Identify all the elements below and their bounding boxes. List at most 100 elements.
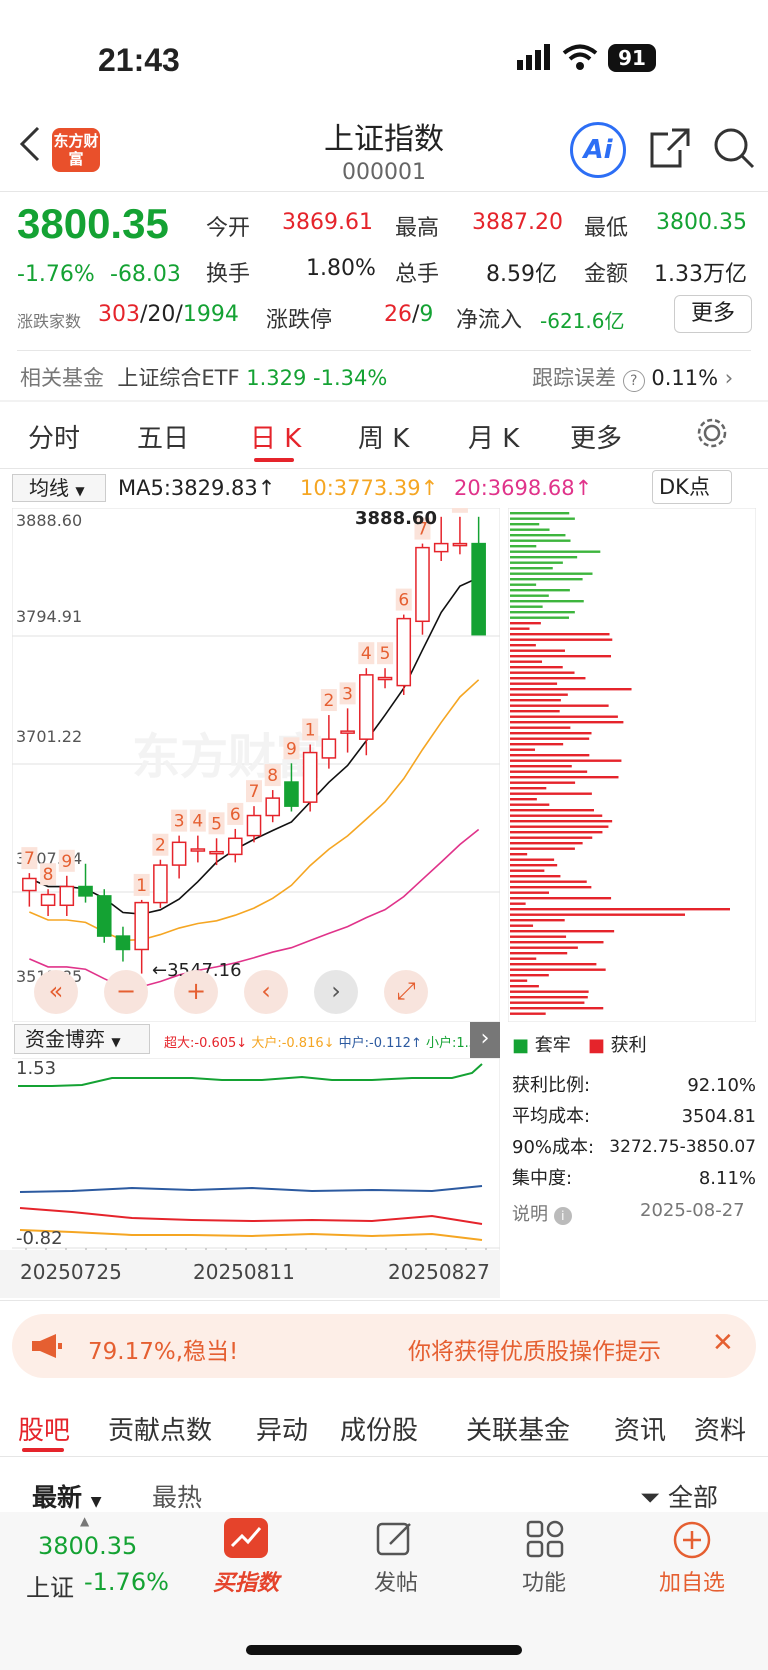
add-icon[interactable] xyxy=(672,1520,712,1564)
candle-body[interactable] xyxy=(377,676,393,681)
candle-body[interactable] xyxy=(415,546,430,623)
candle-body[interactable] xyxy=(115,935,131,951)
add-watchlist-label[interactable]: 加自选 xyxy=(658,1571,725,1596)
zoom-in-icon[interactable]: + xyxy=(174,970,218,1014)
y-axis-label: 3794.91 xyxy=(16,607,82,626)
chip-bar xyxy=(510,578,583,581)
sort-latest[interactable]: 最新 ▼ xyxy=(32,1483,102,1512)
share-icon[interactable] xyxy=(648,126,692,174)
candle-body[interactable] xyxy=(78,885,93,897)
gear-icon[interactable] xyxy=(695,416,729,454)
step-right-icon[interactable]: › xyxy=(314,970,358,1014)
sort-hot[interactable]: 最热 xyxy=(152,1483,203,1512)
limit-label: 涨跌停 xyxy=(266,308,333,333)
expand-icon[interactable]: › xyxy=(470,1022,500,1058)
tab-news[interactable]: 资讯 xyxy=(614,1416,667,1446)
candle-body[interactable] xyxy=(340,730,355,734)
edit-icon[interactable] xyxy=(376,1520,416,1562)
filter-button[interactable]: ⏷ 全部 xyxy=(640,1483,718,1512)
td-count-box xyxy=(264,764,281,787)
tracking-error[interactable]: 跟踪误差 ? 0.11% › xyxy=(532,366,734,392)
candle-body[interactable] xyxy=(22,877,37,892)
td-count-box xyxy=(358,642,375,665)
flow-select[interactable]: 资金博弈 ▼ xyxy=(14,1024,150,1054)
ma-line-2 xyxy=(29,828,480,989)
candle-body[interactable] xyxy=(171,841,187,866)
candle-body[interactable] xyxy=(396,617,412,687)
post-label[interactable]: 发帖 xyxy=(373,1571,418,1596)
bottom-name: 上证 xyxy=(26,1574,74,1602)
tab-contribution[interactable]: 贡献点数 xyxy=(108,1416,213,1446)
ai-button[interactable]: Ai xyxy=(570,122,626,178)
search-icon[interactable] xyxy=(712,126,756,174)
candle-body[interactable] xyxy=(209,850,224,855)
kline-chart[interactable]: 东方财富 3888.603794.913701.223607.543513.85… xyxy=(12,508,500,1022)
tab-components[interactable]: 成份股 xyxy=(340,1416,419,1446)
function-label[interactable]: 功能 xyxy=(521,1571,566,1596)
candle-body[interactable] xyxy=(134,901,149,951)
candle-body[interactable] xyxy=(321,738,337,759)
candle-body[interactable] xyxy=(471,542,486,636)
divider xyxy=(0,1300,768,1301)
open-value: 3869.61 xyxy=(282,210,373,235)
td-count-box xyxy=(40,863,57,886)
candle-body[interactable] xyxy=(227,837,243,856)
chip-bar xyxy=(510,897,612,900)
candle-body[interactable] xyxy=(190,848,206,852)
tab-profile[interactable]: 资料 xyxy=(694,1416,747,1446)
scroll-left-fast-icon[interactable]: « xyxy=(34,970,78,1014)
chip-bar xyxy=(510,726,571,729)
flow-bottom-label: -0.82 xyxy=(16,1228,63,1249)
chip-bar xyxy=(510,693,568,696)
candle-body[interactable] xyxy=(452,542,468,547)
bottom-bar xyxy=(0,1512,768,1670)
dk-button[interactable]: DK点 xyxy=(652,470,732,504)
tab-monthly[interactable]: 月 K xyxy=(468,424,520,454)
zoom-out-icon[interactable]: − xyxy=(104,970,148,1014)
fullscreen-icon[interactable]: ⤢ xyxy=(384,970,428,1014)
tab-related-funds[interactable]: 关联基金 xyxy=(466,1416,571,1446)
tab-5day[interactable]: 五日 xyxy=(137,424,190,454)
chip-bar xyxy=(510,787,547,790)
td-count-label: 8 xyxy=(455,508,466,513)
candle-body[interactable] xyxy=(302,751,318,803)
promo-banner[interactable] xyxy=(12,1314,756,1378)
td-count-box xyxy=(339,682,356,705)
chip-bar xyxy=(510,594,549,597)
candle-body[interactable] xyxy=(153,864,168,904)
flow-top-label: 1.53 xyxy=(16,1058,57,1079)
chip-bar xyxy=(510,567,553,570)
low-label: 最低 xyxy=(584,216,629,241)
chip-help[interactable]: 说明 i xyxy=(512,1200,572,1226)
candle-body[interactable] xyxy=(265,797,281,817)
tab-weekly[interactable]: 周 K xyxy=(358,424,410,454)
buy-index-label[interactable]: 买指数 xyxy=(212,1571,279,1596)
more-button[interactable]: 更多 xyxy=(674,295,752,333)
close-icon[interactable]: ✕ xyxy=(712,1328,734,1358)
tab-intraday[interactable]: 分时 xyxy=(28,424,81,454)
buy-index-icon[interactable] xyxy=(224,1518,268,1558)
step-left-icon[interactable]: ‹ xyxy=(244,970,288,1014)
chip-bar xyxy=(510,809,594,812)
candle-body[interactable] xyxy=(59,885,75,907)
volume-value: 8.59亿 xyxy=(486,262,557,287)
candle-body[interactable] xyxy=(40,893,56,907)
candle-body[interactable] xyxy=(359,674,374,740)
ma10-value: 10:3773.39↑ xyxy=(300,476,439,500)
candle-body[interactable] xyxy=(96,895,112,937)
candle-body[interactable] xyxy=(433,542,449,553)
back-icon[interactable] xyxy=(18,124,42,168)
tab-abnormal[interactable]: 异动 xyxy=(256,1416,309,1446)
grid-icon[interactable] xyxy=(526,1520,564,1562)
help-icon: ? xyxy=(622,370,645,392)
ma-select[interactable]: 均线 ▼ xyxy=(12,474,106,502)
tab-daily[interactable]: 日 K xyxy=(250,424,302,454)
td-count-box xyxy=(171,809,188,832)
tab-guba[interactable]: 股吧 xyxy=(18,1416,71,1446)
tab-more[interactable]: 更多 xyxy=(570,424,623,454)
candle-body[interactable] xyxy=(246,814,262,837)
candle-body[interactable] xyxy=(284,781,299,807)
flow-values: 超大:-0.605↓ 大户:-0.816↓ 中户:-0.112↑ 小户:1.53… xyxy=(164,1036,494,1051)
related-fund-row[interactable]: 相关基金 上证综合ETF 1.329 -1.34% xyxy=(20,366,388,390)
chip-bar xyxy=(510,968,606,971)
